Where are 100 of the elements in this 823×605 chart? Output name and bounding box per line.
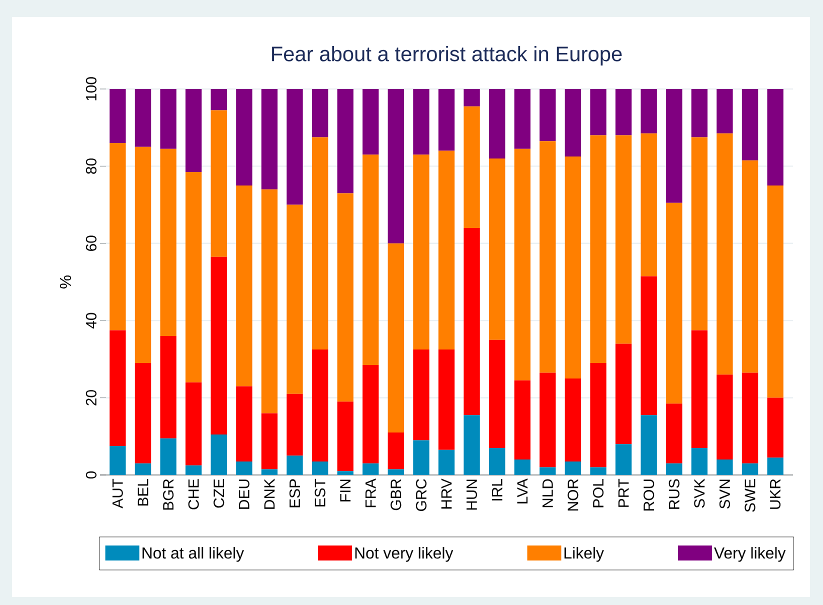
bar (160, 88, 176, 149)
bar (337, 471, 354, 475)
bar (362, 154, 379, 365)
bar (210, 434, 227, 475)
bar (438, 88, 455, 151)
bar (261, 88, 278, 190)
bar (742, 88, 758, 160)
bar (438, 350, 455, 450)
y-tick-label: 60 (86, 236, 96, 251)
bar (438, 450, 455, 475)
bar (767, 88, 784, 186)
bar (540, 88, 556, 142)
x-tick-label: GBR (390, 479, 402, 510)
bar (464, 88, 480, 106)
bar (489, 158, 506, 340)
x-tick-label: UKR (770, 479, 781, 509)
legend-label: Likely (564, 546, 604, 562)
bar (134, 88, 152, 147)
bar (185, 465, 202, 475)
bar (464, 106, 480, 228)
x-tick-label: SVN (719, 480, 730, 509)
bar (286, 456, 303, 475)
bar (337, 193, 354, 402)
bar (514, 380, 530, 460)
y-tick-label: 20 (86, 390, 96, 406)
bar (615, 135, 632, 344)
bar (691, 137, 708, 330)
x-tick-label: CZE (214, 479, 224, 508)
bar (590, 467, 606, 475)
x-tick-label: EST (314, 478, 326, 506)
bar (362, 463, 379, 475)
bar (514, 460, 530, 475)
bar (185, 172, 202, 382)
bar (590, 88, 606, 136)
y-tick-label: 0 (86, 471, 96, 479)
bar (540, 467, 556, 475)
bar (110, 88, 126, 144)
bar (564, 156, 582, 378)
bar (691, 448, 708, 475)
bar (388, 88, 404, 244)
bar (210, 256, 227, 434)
legend-label: Very likely (714, 546, 786, 562)
y-tick-label: 100 (86, 77, 96, 100)
x-tick-label: NLD (542, 479, 553, 508)
bar (413, 350, 430, 440)
bar (489, 88, 506, 158)
bar (691, 88, 708, 138)
legend-label: Not very likely (355, 546, 454, 562)
bar (489, 448, 506, 475)
bar (767, 458, 784, 475)
bar (413, 88, 430, 155)
bar (286, 204, 303, 394)
bar (514, 88, 530, 149)
x-tick-label: POL (592, 479, 604, 508)
y-tick-label: 80 (86, 158, 96, 174)
x-tick-label: LVA (517, 478, 528, 504)
bar (742, 463, 758, 475)
bar (666, 463, 682, 475)
x-tick-label: AUT (112, 478, 123, 508)
bar (716, 133, 733, 375)
x-tick-label: FIN (340, 480, 350, 502)
bar (312, 350, 328, 462)
bar (464, 415, 480, 475)
bar (767, 185, 784, 398)
bar (110, 330, 126, 446)
bar (185, 88, 202, 172)
bar (185, 382, 202, 466)
bar (540, 141, 556, 373)
bar (615, 344, 632, 444)
x-tick-label: BGR (163, 479, 174, 510)
bar (564, 461, 582, 475)
bar (742, 372, 758, 464)
bar (640, 88, 657, 134)
bar (666, 88, 682, 203)
x-tick-label: PRT (618, 478, 629, 507)
y-tick-label: 40 (86, 312, 96, 329)
bar (312, 88, 328, 138)
x-tick-label: ESP (289, 479, 300, 508)
x-tick-label: GRC (416, 479, 426, 511)
bar (261, 413, 278, 470)
bar (716, 374, 733, 460)
bar (286, 394, 303, 456)
bar (564, 88, 582, 157)
x-tick-label: IRL (492, 479, 502, 500)
bar (742, 160, 758, 373)
bar (388, 469, 404, 475)
bar (615, 88, 632, 136)
x-tick-label: HUN (466, 480, 478, 510)
chart-title: Fear about a terrorist attack in Europe (272, 46, 622, 66)
bar (110, 143, 126, 330)
bar (236, 88, 252, 186)
x-tick-label: SVK (694, 478, 705, 508)
bar (362, 364, 379, 464)
bar (236, 185, 252, 386)
bar (312, 137, 328, 350)
bar (564, 378, 582, 462)
bar (489, 340, 506, 448)
x-tick-label: CHE (188, 479, 199, 510)
bar (134, 146, 152, 364)
bar (337, 88, 354, 194)
